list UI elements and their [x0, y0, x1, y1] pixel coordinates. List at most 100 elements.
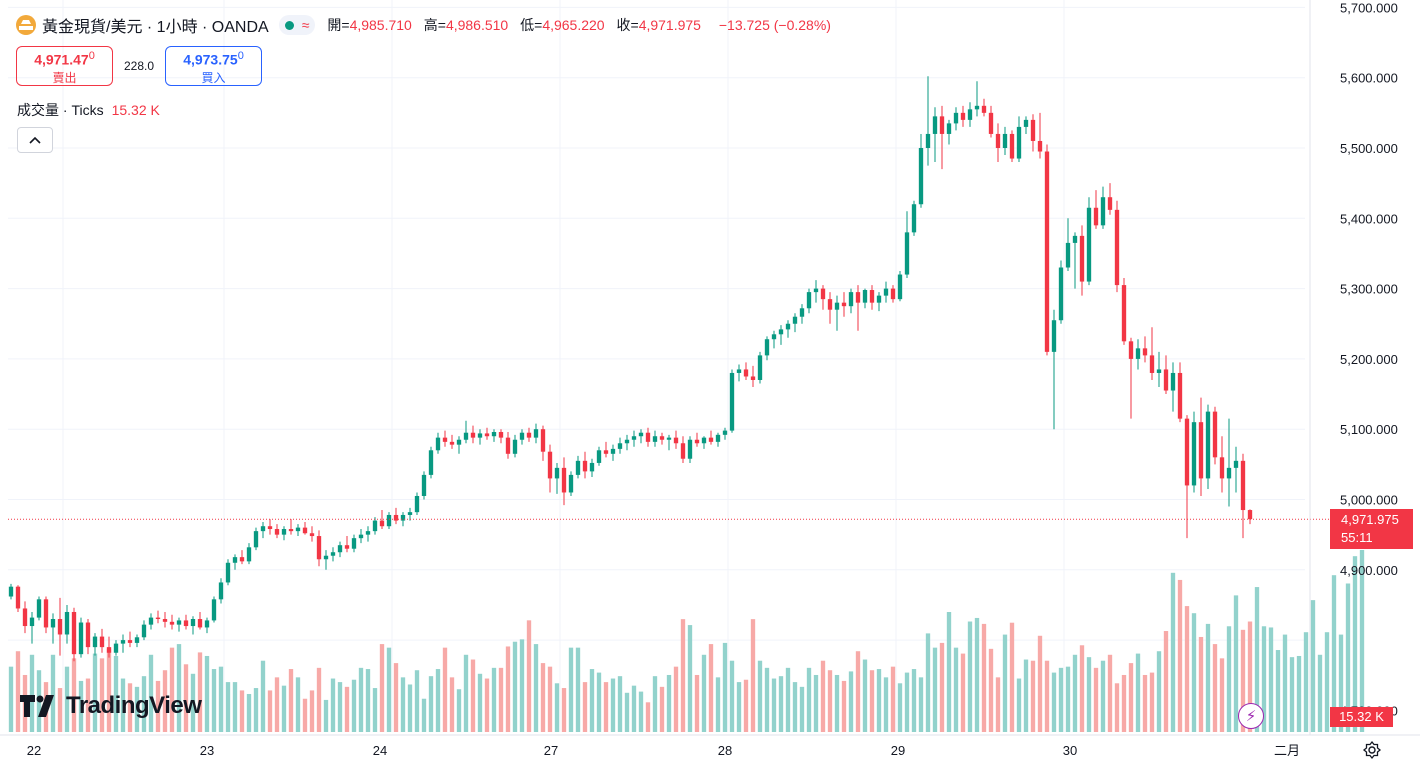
- volume-bar: [890, 666, 896, 732]
- candle-body: [414, 495, 420, 513]
- market-status[interactable]: ≈: [278, 15, 316, 35]
- lightning-icon[interactable]: ⚡: [1238, 703, 1264, 729]
- sell-button[interactable]: 4,971.470 賣出: [16, 46, 113, 86]
- volume-bar: [155, 680, 161, 732]
- volume-bar: [253, 688, 259, 732]
- volume-bar: [1317, 654, 1323, 732]
- candle-body: [302, 527, 308, 534]
- price-tick-label: 5,100.000: [1340, 422, 1398, 437]
- candle-body: [71, 611, 77, 655]
- time-axis[interactable]: 22 23 24 27 28 29 30 二月: [0, 734, 1420, 758]
- volume-bar: [946, 612, 952, 732]
- candle-body: [288, 529, 294, 532]
- candle-body: [799, 308, 805, 317]
- candle-body: [652, 436, 658, 442]
- candle-body: [953, 112, 959, 124]
- candle-body: [1058, 267, 1064, 321]
- candle-body: [1121, 285, 1127, 342]
- volume-bar: [442, 647, 448, 732]
- candle-body: [204, 620, 210, 628]
- candle-body: [610, 448, 616, 454]
- collapse-legend-button[interactable]: [17, 127, 53, 153]
- candle-body: [127, 640, 133, 643]
- sell-price: 4,971.470: [34, 50, 95, 68]
- volume-bar: [295, 677, 301, 732]
- settings-gear-icon[interactable]: [1362, 740, 1382, 760]
- volume-bar: [1086, 657, 1092, 732]
- time-tick-label: 24: [373, 743, 387, 758]
- volume-bar: [806, 667, 812, 732]
- candle-body: [365, 531, 371, 535]
- volume-bar: [1121, 674, 1127, 732]
- symbol-title[interactable]: 黃金現貨/美元 · 1小時 · OANDA: [42, 19, 269, 36]
- volume-bar: [1037, 635, 1043, 732]
- volume-bar: [169, 647, 175, 732]
- volume-bar: [1275, 650, 1281, 732]
- candle-body: [1156, 369, 1162, 373]
- volume-bar: [631, 685, 637, 732]
- volume-bar: [1254, 587, 1260, 732]
- close-value: 4,971.975: [638, 17, 701, 33]
- candle-body: [554, 467, 560, 479]
- volume-bar: [582, 682, 588, 732]
- candle-body: [645, 432, 651, 442]
- candle-body: [834, 302, 840, 310]
- time-tick-label: 30: [1063, 743, 1077, 758]
- volume-bar: [358, 667, 364, 732]
- buy-button[interactable]: 4,973.750 買入: [165, 46, 262, 86]
- volume-bar: [771, 678, 777, 732]
- candle-body: [85, 622, 91, 648]
- candle-body: [1226, 467, 1232, 479]
- candle-body: [239, 557, 245, 562]
- volume-bar: [988, 648, 994, 732]
- candle-body: [323, 555, 329, 560]
- volume-bar: [1044, 660, 1050, 732]
- volume-bar: [722, 642, 728, 732]
- volume-bar: [757, 660, 763, 732]
- candle-body: [246, 547, 252, 562]
- price-tick-label: 5,700.000: [1340, 0, 1398, 15]
- volume-bar: [1345, 583, 1351, 732]
- volume-bar: [533, 644, 539, 732]
- candle-body: [869, 290, 875, 303]
- price-tick-label: 5,600.000: [1340, 71, 1398, 86]
- volume-bar: [183, 664, 189, 732]
- tradingview-logo-text: TradingView: [66, 692, 202, 719]
- candle-body: [680, 443, 686, 459]
- candle-body: [778, 329, 784, 335]
- volume-bar: [1016, 678, 1022, 732]
- candle-body: [841, 302, 847, 307]
- tradingview-logo[interactable]: TradingView: [20, 692, 202, 720]
- high-value: 4,986.510: [445, 17, 509, 33]
- volume-bar: [813, 674, 819, 732]
- candle-body: [526, 432, 532, 438]
- volume-bar: [463, 654, 469, 732]
- volume-bar: [1142, 674, 1148, 732]
- volume-bar: [932, 647, 938, 732]
- volume-bar: [99, 658, 105, 732]
- candle-body: [197, 619, 203, 628]
- volume-bar: [610, 678, 616, 732]
- volume-bar: [1170, 572, 1176, 732]
- volume-bar: [57, 688, 63, 732]
- volume-bar: [1296, 655, 1302, 732]
- candle-body: [1009, 133, 1015, 159]
- volume-bar: [316, 667, 322, 732]
- volume-indicator-legend[interactable]: 成交量 · Ticks 15.32 K: [17, 100, 160, 120]
- volume-bar: [855, 651, 861, 732]
- volume-indicator-label: 成交量 · Ticks: [17, 102, 104, 118]
- candle-body: [1037, 140, 1043, 152]
- candle-body: [1177, 372, 1183, 419]
- volume-bar: [834, 674, 840, 732]
- price-tick-label: 5,000.000: [1340, 493, 1398, 508]
- volume-bar: [526, 620, 532, 732]
- volume-bar: [1310, 600, 1316, 732]
- candle-body: [1233, 460, 1239, 468]
- candle-body: [561, 467, 567, 493]
- volume-bar: [1156, 651, 1162, 732]
- time-tick-label: 23: [200, 743, 214, 758]
- buy-price: 4,973.750: [183, 50, 244, 68]
- candle-body: [967, 109, 973, 120]
- volume-bar: [372, 688, 378, 732]
